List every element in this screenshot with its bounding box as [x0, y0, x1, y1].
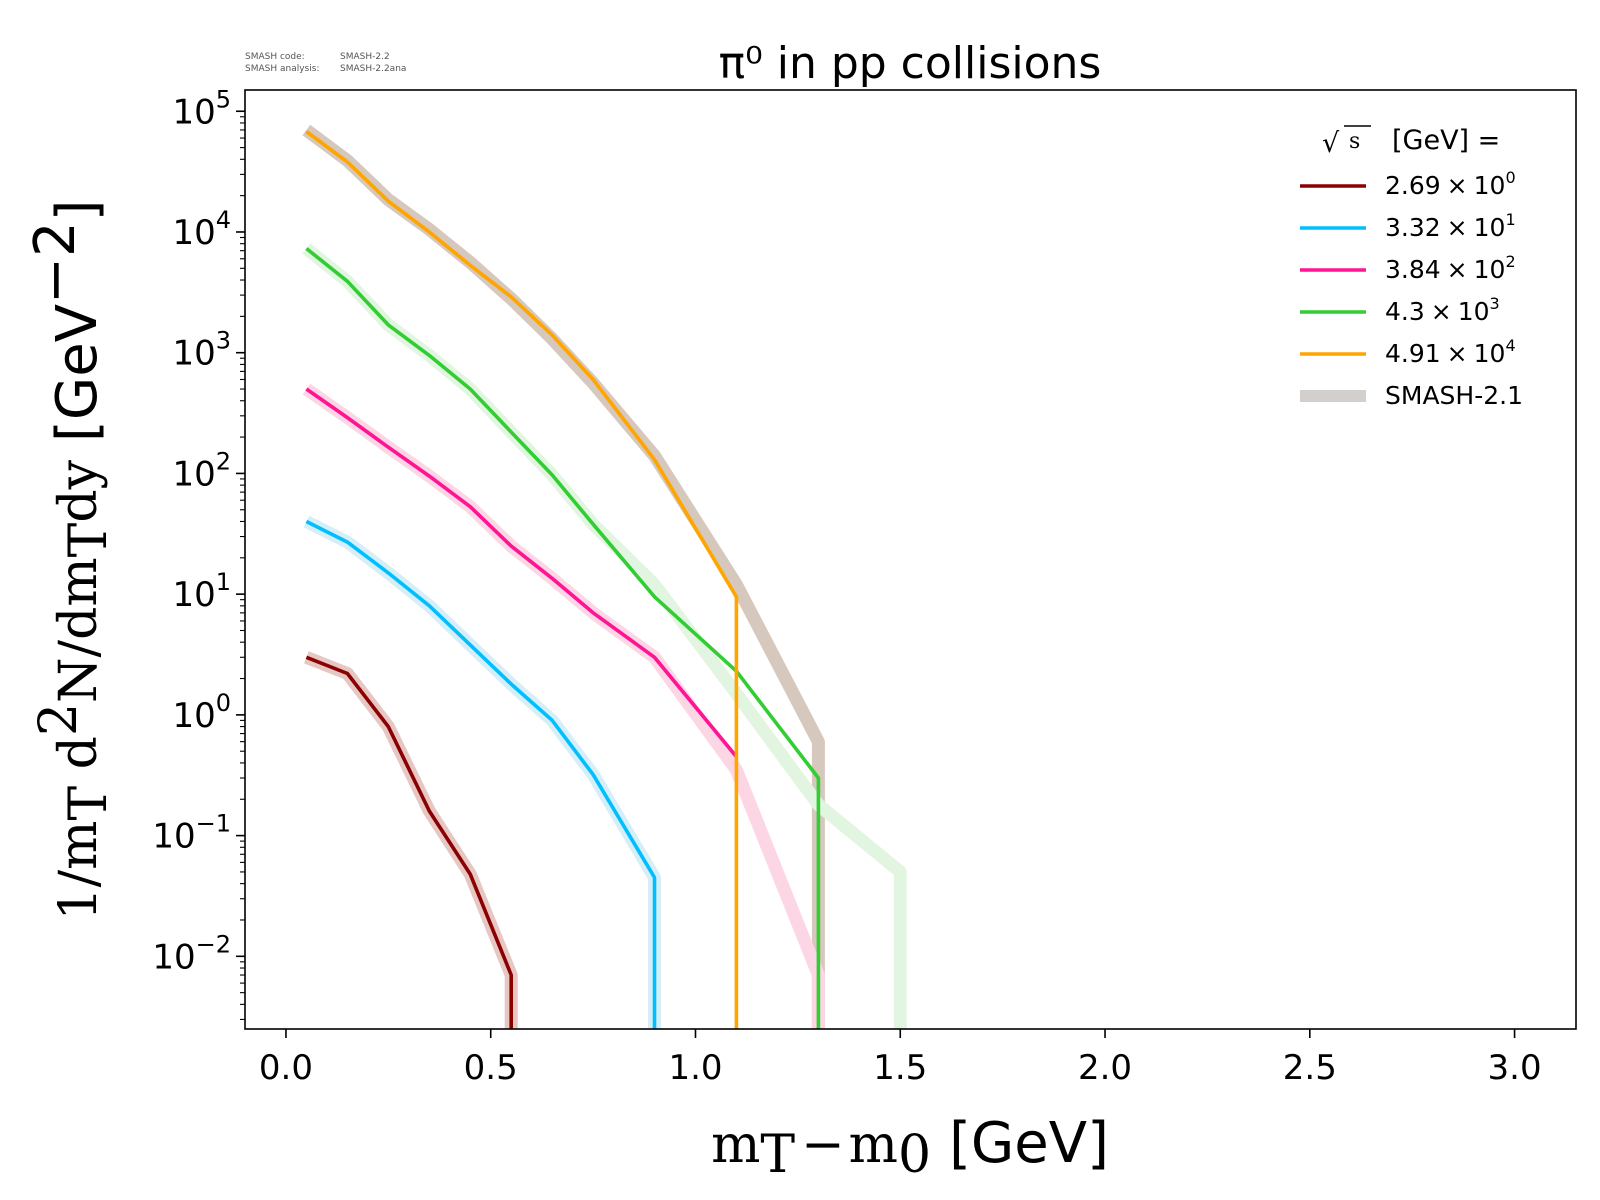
series-line-4 [305, 130, 739, 1029]
y-label-unit-sup: −2 [23, 221, 88, 304]
legend-entry-2-text: 3.84 × 102 [1385, 252, 1516, 284]
y-label-rest: N/dm [49, 557, 109, 703]
series-line-1 [305, 519, 657, 1029]
x-tick-label-1: 0.5 [464, 1048, 518, 1088]
reference-line-1 [302, 243, 907, 1029]
x-label-sub: T [760, 1125, 795, 1185]
x-label-m0: m [849, 1115, 898, 1175]
x-tick-label-6: 3.0 [1488, 1048, 1542, 1088]
x-tick-label-2: 1.0 [668, 1048, 722, 1088]
legend-title-s: s [1349, 129, 1360, 154]
series-line-3 [305, 247, 821, 1029]
y-tick-label-1: 10−1 [152, 810, 231, 857]
y-tick-label-3: 101 [172, 568, 231, 615]
legend-title: √ s [GeV] = [1322, 125, 1500, 159]
series-layer [305, 130, 821, 1029]
y-axis-ticks: 10−2 10−1 100 101 102 103 104 105 [152, 85, 245, 1020]
series-line-2 [305, 387, 738, 758]
x-label-unit: [GeV] [949, 1111, 1109, 1176]
plot-frame [244, 89, 1577, 1030]
x-tick-label-4: 2.0 [1078, 1048, 1132, 1088]
y-tick-label-0: 10−2 [152, 930, 231, 977]
chart-title: π⁰ in pp collisions [719, 38, 1102, 89]
x-tick-label-0: 0.0 [259, 1048, 313, 1088]
x-label-sub0: 0 [898, 1125, 931, 1185]
x-axis-ticks: 0.0 0.5 1.0 1.5 2.0 2.5 3.0 [259, 1029, 1542, 1088]
x-tick-label-5: 2.5 [1283, 1048, 1337, 1088]
y-tick-label-6: 104 [172, 206, 231, 253]
y-label-mid: d [49, 736, 109, 786]
x-tick-label-3: 1.5 [873, 1048, 927, 1088]
meta-analysis-value: SMASH-2.2ana [340, 64, 406, 74]
y-label-sub: T [59, 786, 119, 821]
y-tick-label-5: 103 [172, 327, 231, 374]
y-axis-label: 1/mT d2N/dmTdy[GeV−2] [23, 200, 119, 921]
smash-metadata: SMASH code: SMASH-2.2 SMASH analysis: SM… [245, 52, 406, 74]
y-tick-label-2: 100 [172, 689, 231, 736]
y-label-prefix: 1/m [49, 821, 109, 921]
meta-code-label: SMASH code: [245, 52, 305, 62]
legend-title-rest: [GeV] = [1392, 125, 1500, 156]
y-label-unit-end: ] [45, 200, 110, 222]
y-label-sup: 2 [29, 703, 89, 736]
x-axis-label: mT −m0 [GeV] [711, 1111, 1109, 1185]
x-label-minus: − [801, 1115, 845, 1175]
legend-entry-1-text: 3.32 × 101 [1385, 210, 1516, 242]
y-tick-label-4: 102 [172, 447, 231, 494]
legend-title-radical: √ [1322, 128, 1340, 159]
legend-entry-0-text: 2.69 × 100 [1385, 168, 1516, 200]
series-line-0 [305, 655, 514, 1029]
y-label-unit: [GeV [45, 304, 110, 442]
legend-entry-5-text: SMASH-2.1 [1385, 381, 1523, 410]
meta-code-value: SMASH-2.2 [340, 52, 390, 62]
y-label-rest2: dy [49, 459, 109, 522]
meta-analysis-label: SMASH analysis: [245, 64, 319, 74]
legend-entry-3-text: 4.3 × 103 [1385, 294, 1500, 326]
legend-entries [1300, 184, 1366, 402]
legend-entry-4-text: 4.91 × 104 [1385, 336, 1516, 368]
y-tick-label-7: 105 [172, 85, 231, 132]
x-label-m: m [711, 1115, 760, 1175]
y-label-sub2: T [59, 522, 119, 557]
legend: √ s [GeV] = [1300, 125, 1500, 402]
reference-line-4 [304, 651, 518, 1029]
reference-line-3 [303, 515, 661, 1029]
